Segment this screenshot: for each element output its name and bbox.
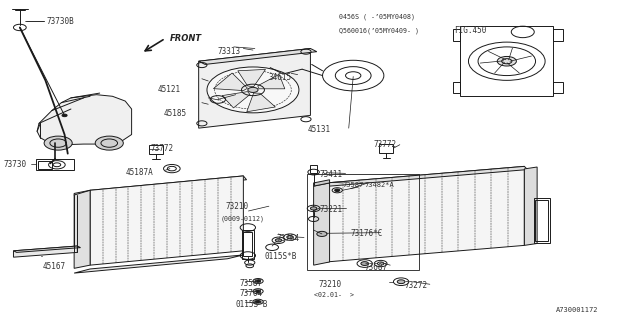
- Circle shape: [397, 280, 405, 284]
- Text: Q560016(’05MY0409- ): Q560016(’05MY0409- ): [339, 28, 419, 34]
- Text: 73687: 73687: [365, 263, 388, 272]
- Polygon shape: [213, 73, 248, 91]
- Polygon shape: [13, 246, 81, 252]
- Text: 73313: 73313: [218, 47, 241, 56]
- Bar: [534, 198, 550, 243]
- Bar: [380, 144, 394, 153]
- Circle shape: [62, 114, 67, 117]
- Circle shape: [248, 87, 258, 92]
- Polygon shape: [524, 167, 537, 245]
- Text: 45121: 45121: [157, 85, 180, 94]
- Text: 0115S*B: 0115S*B: [235, 300, 268, 308]
- Bar: [553, 82, 563, 93]
- Circle shape: [95, 136, 124, 150]
- Text: 73764: 73764: [239, 289, 262, 298]
- Polygon shape: [74, 255, 243, 273]
- Text: 73587: 73587: [239, 279, 262, 288]
- Polygon shape: [247, 93, 275, 112]
- Text: 73210: 73210: [319, 280, 342, 289]
- Polygon shape: [326, 166, 527, 186]
- Circle shape: [255, 280, 260, 282]
- Circle shape: [335, 189, 340, 192]
- Circle shape: [310, 207, 317, 210]
- Polygon shape: [258, 74, 285, 89]
- Text: 73764: 73764: [276, 234, 300, 243]
- Polygon shape: [198, 49, 310, 128]
- Text: 73587: 73587: [342, 182, 364, 188]
- Bar: [453, 29, 461, 41]
- Text: <02.01-  >: <02.01- >: [314, 292, 354, 299]
- Text: FRONT: FRONT: [170, 34, 202, 43]
- Text: 45131: 45131: [307, 125, 330, 134]
- Bar: [149, 145, 163, 154]
- Polygon shape: [238, 69, 266, 87]
- Text: 73482*A: 73482*A: [365, 182, 394, 188]
- Circle shape: [275, 239, 282, 242]
- Circle shape: [255, 300, 260, 303]
- Text: 73730: 73730: [4, 160, 27, 169]
- Bar: [307, 174, 419, 270]
- Bar: [243, 232, 252, 256]
- Polygon shape: [90, 176, 246, 194]
- Polygon shape: [198, 49, 317, 64]
- Text: 73176*C: 73176*C: [351, 229, 383, 238]
- Polygon shape: [314, 180, 330, 186]
- Text: 0115S*B: 0115S*B: [264, 252, 297, 261]
- Text: (0009-0112): (0009-0112): [221, 216, 265, 222]
- Bar: [38, 161, 52, 169]
- Circle shape: [44, 136, 72, 150]
- Bar: [242, 230, 253, 259]
- Bar: [461, 26, 553, 96]
- Polygon shape: [314, 183, 330, 265]
- Text: 0456S ( -’05MY0408): 0456S ( -’05MY0408): [339, 13, 415, 20]
- Circle shape: [207, 67, 299, 113]
- Polygon shape: [37, 95, 132, 145]
- Text: 73272: 73272: [405, 281, 428, 290]
- Polygon shape: [222, 92, 250, 108]
- Text: 73411: 73411: [320, 170, 343, 179]
- Text: 45185: 45185: [164, 109, 187, 118]
- Bar: [36, 159, 74, 170]
- Circle shape: [361, 262, 369, 266]
- Circle shape: [255, 290, 260, 292]
- Text: 73221: 73221: [320, 205, 343, 214]
- Text: A730001172: A730001172: [556, 308, 599, 313]
- Text: 73730B: 73730B: [47, 17, 74, 26]
- Text: 73210: 73210: [225, 202, 248, 211]
- Polygon shape: [74, 190, 90, 268]
- Circle shape: [497, 56, 516, 66]
- Bar: [310, 165, 317, 173]
- Bar: [535, 200, 548, 241]
- Text: 73772: 73772: [373, 140, 396, 149]
- Bar: [553, 29, 563, 41]
- Text: 34615: 34615: [269, 73, 292, 82]
- Polygon shape: [13, 246, 77, 257]
- Polygon shape: [326, 166, 524, 262]
- Text: 45167: 45167: [42, 262, 65, 271]
- Text: 73772: 73772: [151, 144, 174, 153]
- Bar: [453, 82, 461, 93]
- Text: 45187A: 45187A: [125, 168, 153, 177]
- Polygon shape: [90, 176, 243, 265]
- Text: FIG.450: FIG.450: [454, 27, 486, 36]
- Circle shape: [317, 231, 327, 236]
- Circle shape: [287, 236, 293, 239]
